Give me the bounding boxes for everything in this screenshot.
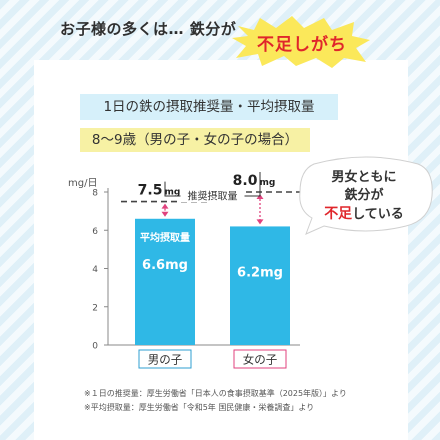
bar-series-label: 平均摂取量 [140, 231, 190, 244]
annotation-line-2: 鉄分が [344, 188, 384, 203]
footnote-recommended: ※１日の推奨量：厚生労働省「日本人の食事摂取基準（2025年版）」より [84, 389, 347, 398]
y-tick-label: 0 [92, 342, 98, 352]
recommended-value-label: 8.0 mg [233, 173, 276, 189]
headline-emphasis: 不足しがち [257, 35, 347, 55]
headline: お子様の多くは… 鉄分が [60, 20, 237, 38]
gap-arrow-down [161, 211, 169, 217]
bar [135, 218, 195, 345]
gap-arrow-up [161, 203, 169, 209]
footnote-average: ※平均摂取量：厚生労働省「令和5年 国民健康・栄養調査」より [84, 403, 315, 412]
recommended-value-label: 7.5 mg [138, 183, 181, 199]
starburst-badge [232, 16, 370, 68]
y-tick-label: 6 [92, 227, 98, 237]
content-card [34, 60, 408, 440]
bar-value-label: 6.2mg [237, 265, 283, 280]
annotation-line-1: 男女ともに [331, 170, 397, 185]
y-tick-label: 4 [92, 265, 98, 275]
y-tick-label: 2 [92, 303, 98, 313]
chart-subtitle: 8〜9歳（男の子・女の子の場合） [80, 128, 310, 152]
annotation-emphasis: 不足 [324, 206, 353, 222]
bar [230, 226, 290, 345]
category-label: 男の子 [148, 353, 183, 367]
recommended-caption-bg [180, 188, 245, 202]
category-box [138, 349, 192, 369]
speech-bubble [299, 156, 433, 235]
gap-arrow-down [256, 219, 264, 225]
annotation: 男女ともに 鉄分が 不足している [300, 169, 428, 224]
category-box [233, 349, 287, 369]
bar-value-label: 6.6mg [142, 258, 188, 273]
recommended-caption: 推奨摂取量 [188, 190, 238, 203]
y-tick-label: 8 [92, 189, 98, 199]
y-axis-label: mg/日 [68, 178, 97, 189]
category-label: 女の子 [243, 353, 278, 367]
annotation-line-3: している [352, 207, 404, 222]
chart-title: 1日の鉄の摂取推奨量・平均摂取量 [80, 94, 338, 120]
